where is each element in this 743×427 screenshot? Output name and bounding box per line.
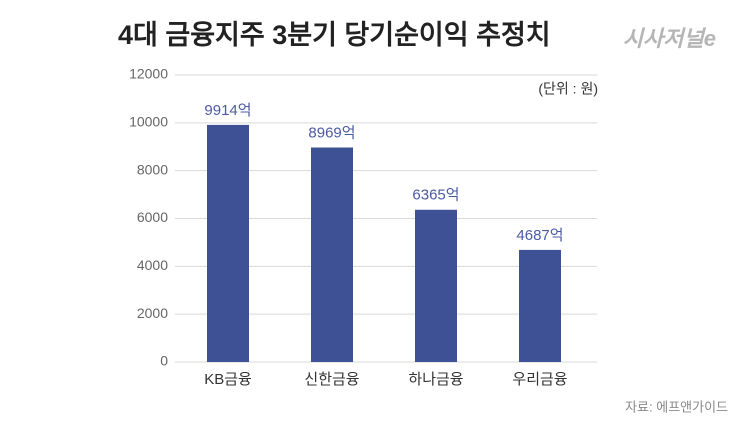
bar — [311, 147, 353, 362]
unit-label: (단위 : 원) — [538, 81, 598, 97]
logo: 시사저널e — [623, 26, 716, 51]
value-label: 4687억 — [516, 227, 563, 244]
value-label: 9914억 — [204, 102, 251, 119]
bar — [519, 249, 561, 362]
bar — [207, 124, 249, 362]
y-tick-label: 2000 — [137, 305, 168, 321]
y-tick-label: 8000 — [137, 161, 168, 177]
x-tick-label: KB금융 — [204, 371, 252, 388]
value-label: 8969억 — [308, 124, 355, 141]
x-tick-label: 신한금융 — [304, 371, 359, 388]
x-tick-label: 하나금융 — [408, 371, 463, 388]
y-tick-label: 0 — [160, 353, 168, 369]
y-tick-label: 10000 — [129, 114, 168, 130]
chart-title: 4대 금융지주 3분기 당기순이익 추정치 — [118, 20, 551, 50]
y-tick-label: 6000 — [137, 209, 168, 225]
x-tick-label: 우리금융 — [512, 371, 567, 388]
source: 자료: 에프앤가이드 — [625, 399, 728, 414]
value-label: 6365억 — [412, 187, 459, 204]
y-tick-label: 12000 — [129, 66, 168, 82]
y-tick-label: 4000 — [137, 257, 168, 273]
bar — [415, 209, 457, 362]
